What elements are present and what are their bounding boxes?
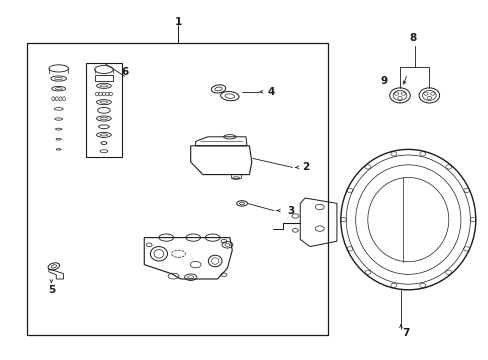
Text: 2: 2: [302, 162, 308, 172]
Text: 8: 8: [409, 33, 416, 43]
Text: 4: 4: [267, 87, 275, 97]
Bar: [27, 43, 327, 335]
Text: 7: 7: [401, 328, 409, 338]
Bar: [85, 63, 122, 157]
Text: 3: 3: [287, 206, 294, 216]
Text: 9: 9: [380, 76, 386, 86]
Bar: [231, 174, 241, 178]
Text: 5: 5: [48, 285, 55, 295]
Text: 6: 6: [121, 67, 128, 77]
Text: 1: 1: [175, 17, 182, 27]
Bar: [95, 75, 112, 81]
